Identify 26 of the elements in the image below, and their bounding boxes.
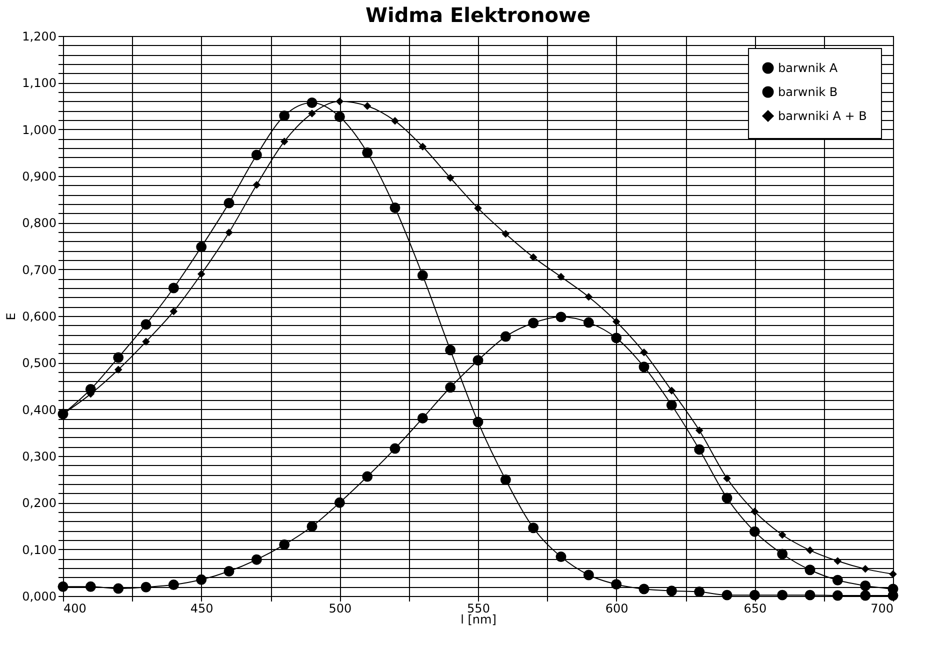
x-tick-label: 550 (467, 602, 490, 616)
y-tick-label: 0,500 (22, 356, 56, 370)
y-tick-label: 0,900 (22, 170, 56, 184)
y-axis-title: E (4, 312, 18, 320)
y-tick-label: 1,000 (22, 122, 56, 137)
legend-label: barwnik A (778, 61, 838, 75)
x-tick-label: 600 (605, 602, 628, 616)
y-tick-label: 0,300 (22, 450, 56, 464)
x-tick-label: 700 (870, 602, 894, 616)
x-tick-label: 400 (64, 602, 86, 616)
x-tick-label: 500 (328, 602, 352, 616)
y-tick-label: 0,400 (22, 402, 56, 417)
x-tick-label: 450 (190, 602, 214, 616)
y-tick-label: 0,600 (22, 310, 56, 324)
y-tick-label: 1,100 (22, 76, 56, 90)
y-tick-label: 0,000 (22, 590, 56, 604)
y-tick-label: 0,700 (22, 262, 56, 277)
legend-label: barwniki A + B (778, 109, 867, 123)
x-axis-title: l [nm] (460, 612, 496, 626)
chart-title: Widma Elektronowe (365, 3, 591, 27)
legend-label: barwnik B (778, 85, 838, 99)
x-tick-label: 650 (744, 602, 767, 616)
y-tick-label: 1,200 (22, 30, 56, 44)
y-tick-label: 0,800 (22, 216, 56, 230)
y-tick-label: 0,200 (22, 496, 56, 510)
y-tick-label: 0,100 (22, 542, 56, 557)
